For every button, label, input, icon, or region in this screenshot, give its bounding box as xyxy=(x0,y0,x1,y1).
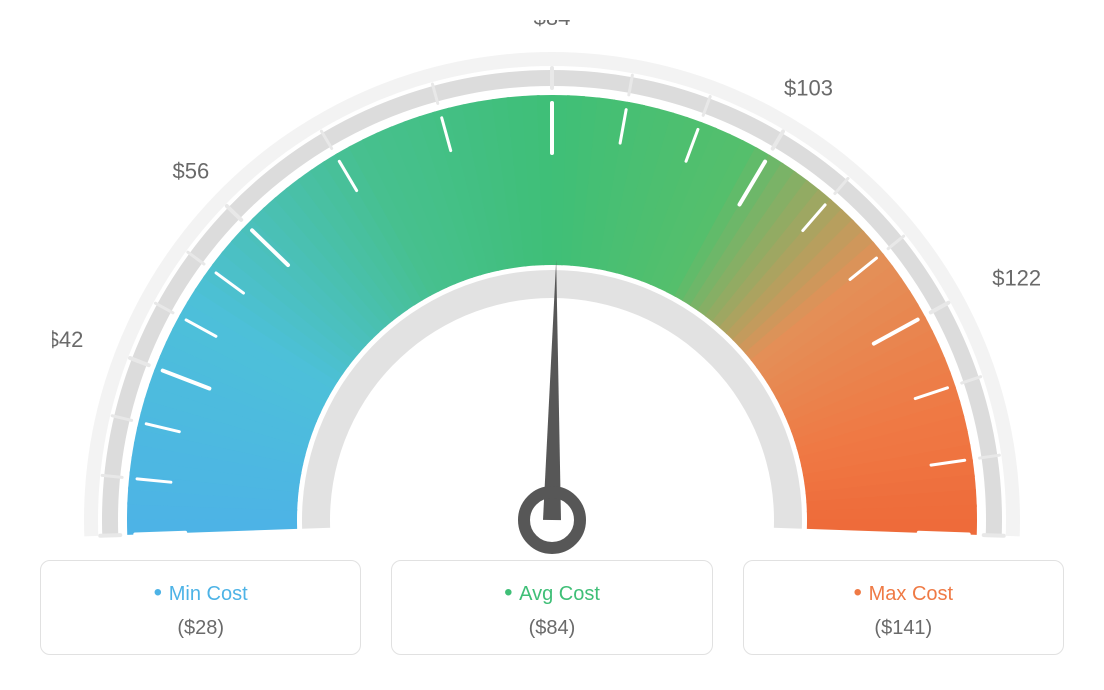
svg-text:$42: $42 xyxy=(52,327,83,352)
svg-text:$103: $103 xyxy=(784,75,833,100)
legend-value-avg: ($84) xyxy=(392,617,711,640)
gauge-chart: $28$42$56$84$103$122$141 xyxy=(0,0,1104,560)
legend-label-max: Max Cost xyxy=(744,579,1063,607)
svg-text:$122: $122 xyxy=(992,266,1041,291)
legend-value-max: ($141) xyxy=(744,617,1063,640)
svg-text:$56: $56 xyxy=(173,158,210,183)
svg-text:$84: $84 xyxy=(534,20,571,30)
legend-value-min: ($28) xyxy=(41,617,360,640)
legend-label-avg: Avg Cost xyxy=(392,579,711,607)
gauge-svg: $28$42$56$84$103$122$141 xyxy=(52,20,1052,580)
legend-label-min: Min Cost xyxy=(41,579,360,607)
